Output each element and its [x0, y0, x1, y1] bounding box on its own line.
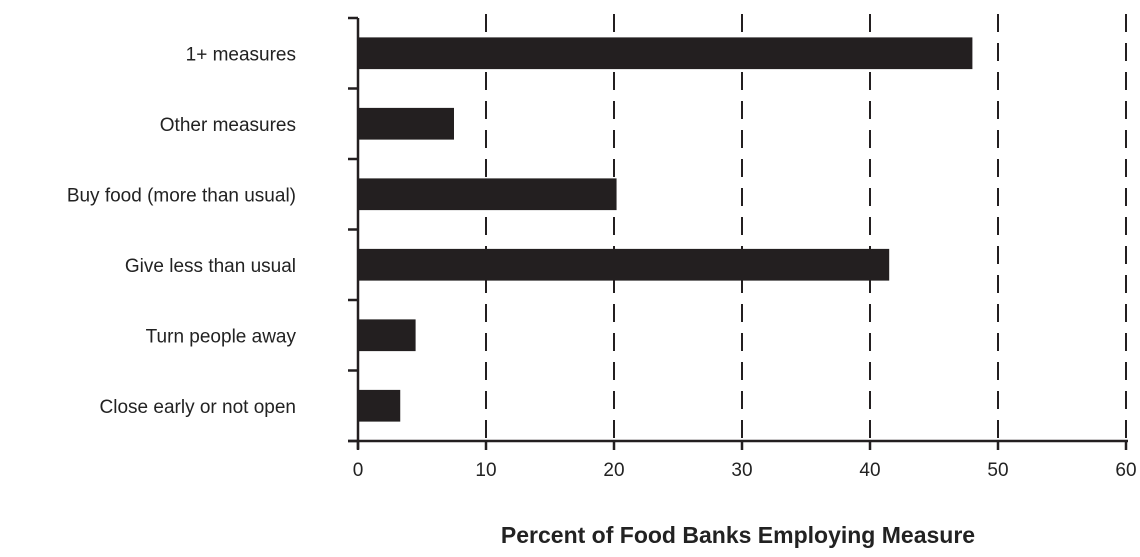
x-tick-label-40: 40	[859, 460, 880, 481]
gridlines	[485, 14, 1127, 441]
x-axis-title: Percent of Food Banks Employing Measure	[501, 522, 975, 548]
labels: 1+ measures Other measures Buy food (more …	[67, 44, 1137, 481]
category-label-close-early-or-not-open: Close early or not open	[100, 397, 296, 418]
category-label-buy-food-more-than-usual: Buy food (more than usual)	[67, 185, 296, 206]
category-label-give-less-than-usual: Give less than usual	[125, 256, 296, 277]
category-label-1-measures: 1+ measures	[186, 44, 296, 65]
bar-buy-food-more-than-usual	[358, 178, 617, 211]
x-tick-label-10: 10	[475, 460, 496, 481]
bar-close-early-or-not-open	[358, 389, 401, 422]
x-tick-label-60: 60	[1115, 460, 1136, 481]
x-tick-label-0: 0	[353, 460, 364, 481]
x-tick-label-50: 50	[987, 460, 1008, 481]
category-label-turn-people-away: Turn people away	[146, 326, 297, 347]
x-tick-label-20: 20	[603, 460, 624, 481]
bar-turn-people-away	[358, 319, 416, 352]
x-tick-label-30: 30	[731, 460, 752, 481]
axes	[348, 16, 1128, 450]
bar-1-measures	[358, 37, 973, 70]
bars	[358, 37, 973, 422]
bar-give-less-than-usual	[358, 248, 890, 281]
bar-other-measures	[358, 107, 454, 140]
category-label-other-measures: Other measures	[160, 115, 296, 136]
